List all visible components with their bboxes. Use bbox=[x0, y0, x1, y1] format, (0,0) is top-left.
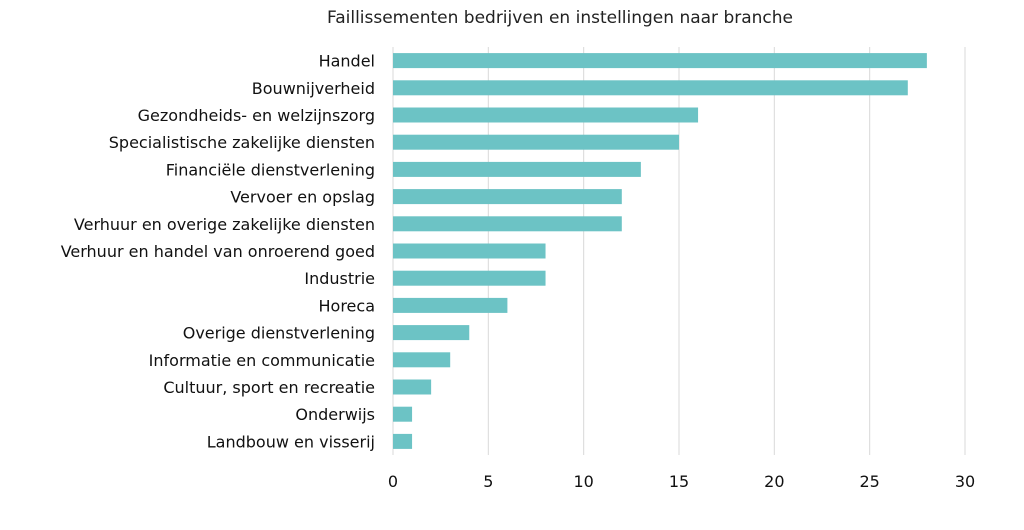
category-label: Specialistische zakelijke diensten bbox=[109, 133, 375, 152]
category-label: Landbouw en visserij bbox=[207, 432, 375, 451]
bar bbox=[393, 161, 641, 177]
category-label: Verhuur en overige zakelijke diensten bbox=[74, 215, 375, 234]
bar bbox=[393, 406, 413, 422]
category-label: Cultuur, sport en recreatie bbox=[163, 378, 375, 397]
bar bbox=[393, 216, 622, 232]
x-tick-label: 5 bbox=[483, 472, 493, 491]
bar bbox=[393, 80, 908, 96]
bar bbox=[393, 352, 451, 368]
category-label: Informatie en communicatie bbox=[149, 351, 375, 370]
bar bbox=[393, 433, 413, 449]
bar bbox=[393, 243, 546, 259]
x-tick-label: 30 bbox=[955, 472, 975, 491]
category-label: Bouwnijverheid bbox=[252, 79, 375, 98]
category-label: Overige dienstverlening bbox=[183, 324, 375, 343]
x-tick-label: 15 bbox=[669, 472, 689, 491]
category-label: Vervoer en opslag bbox=[230, 188, 375, 207]
x-tick-label: 0 bbox=[388, 472, 398, 491]
bar bbox=[393, 379, 432, 395]
category-label: Horeca bbox=[319, 296, 376, 315]
x-tick-label: 10 bbox=[573, 472, 593, 491]
bar bbox=[393, 325, 470, 341]
category-label: Handel bbox=[319, 52, 375, 71]
x-tick-label: 25 bbox=[859, 472, 879, 491]
bar bbox=[393, 270, 546, 286]
bar bbox=[393, 107, 699, 123]
category-label: Gezondheids- en welzijnszorg bbox=[138, 106, 375, 125]
chart-title: Faillissementen bedrijven en instellinge… bbox=[326, 8, 793, 28]
category-label: Verhuur en handel van onroerend goed bbox=[61, 242, 375, 261]
category-label: Financiële dienstverlening bbox=[166, 160, 375, 179]
bar bbox=[393, 189, 622, 205]
category-label: Onderwijs bbox=[295, 405, 375, 424]
bar bbox=[393, 134, 679, 150]
bar bbox=[393, 53, 927, 69]
category-label: Industrie bbox=[304, 269, 375, 288]
bar bbox=[393, 297, 508, 313]
x-tick-label: 20 bbox=[764, 472, 784, 491]
